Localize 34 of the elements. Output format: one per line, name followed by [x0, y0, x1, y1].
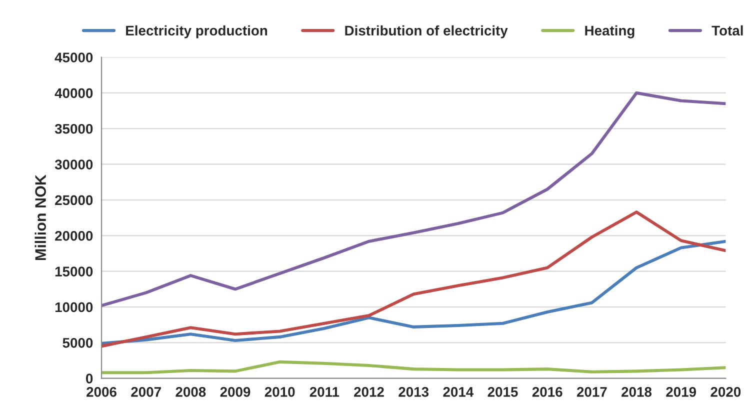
x-tick-label: 2015: [488, 387, 518, 397]
y-axis-title: Million NOK: [34, 174, 46, 260]
legend-label: Distribution of electricity: [345, 25, 508, 38]
line-series: [102, 240, 726, 345]
line-series: [102, 210, 726, 348]
y-tick-label: 45000: [54, 52, 93, 62]
x-tick-label: 2011: [310, 387, 340, 397]
y-tick-label: 15000: [55, 266, 93, 276]
y-tick-label: 0: [86, 374, 93, 384]
y-tick-label: 35000: [54, 124, 93, 134]
y-tick-label: 25000: [55, 195, 93, 206]
x-tick-label: 2006: [86, 387, 116, 397]
x-tick-label: 2007: [131, 387, 161, 397]
line-series: [102, 360, 726, 374]
legend-label: Electricity production: [126, 25, 268, 38]
x-tick-label: 2009: [220, 387, 250, 397]
line-series: [102, 91, 726, 308]
x-tick-label: 2016: [532, 387, 562, 397]
x-tick-label: 2012: [354, 387, 384, 397]
x-tick-label: 2017: [576, 387, 607, 397]
y-tick-label: 10000: [55, 302, 93, 312]
x-tick-label: 2018: [622, 387, 652, 397]
legend-label: Heating: [585, 25, 634, 38]
legend-label: Total: [712, 25, 743, 36]
y-tick-label: 5000: [62, 338, 93, 348]
x-tick-label: 2019: [666, 387, 696, 397]
x-tick-label: 2020: [710, 387, 741, 397]
x-tick-label: 2013: [398, 387, 429, 397]
y-tick-label: 40000: [54, 88, 93, 98]
x-tick-label: 2010: [264, 387, 295, 397]
x-tick-label: 2008: [176, 387, 206, 397]
y-tick-label: 20000: [55, 230, 93, 241]
y-tick-label: 30000: [54, 160, 93, 170]
x-tick-label: 2014: [443, 387, 474, 397]
